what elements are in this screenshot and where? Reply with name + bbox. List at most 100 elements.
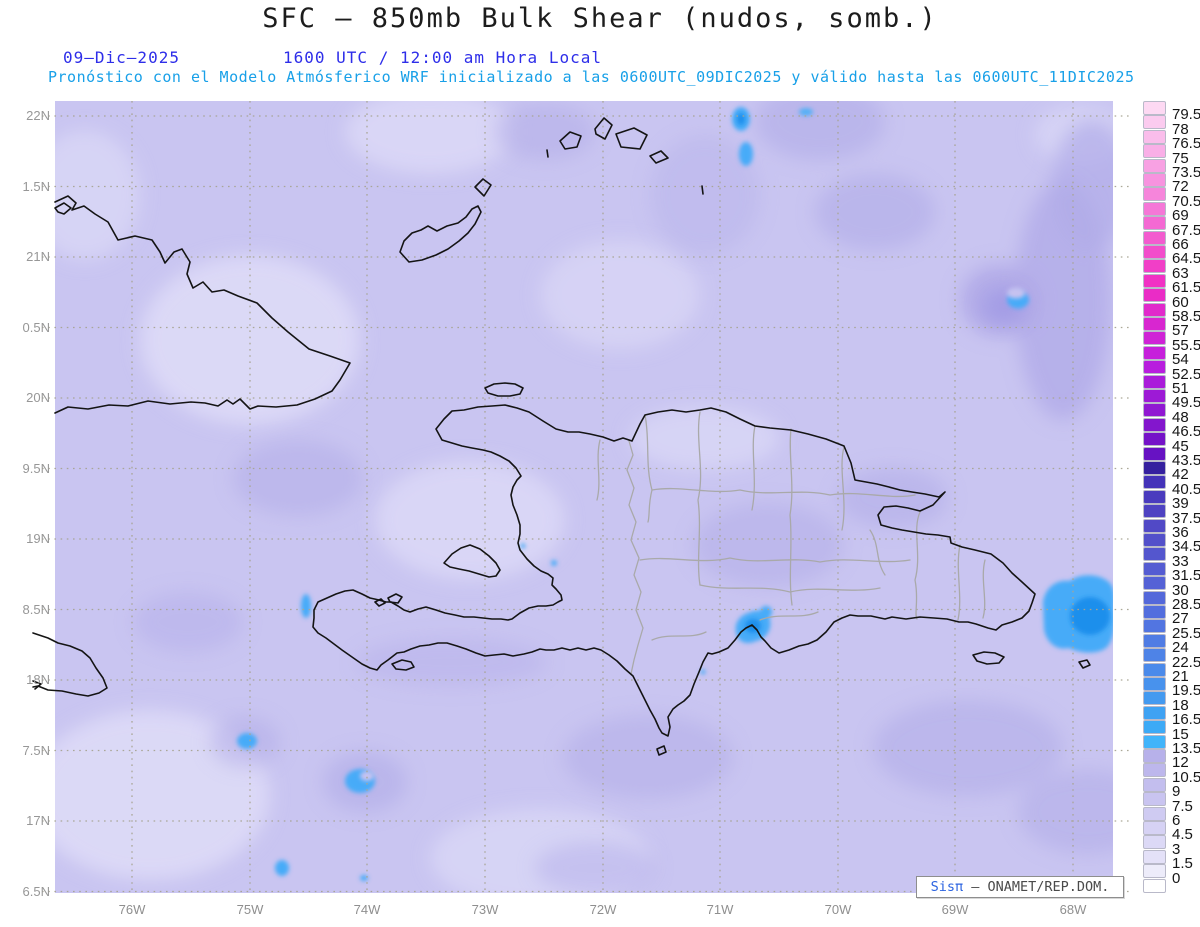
colorbar-cell: [1143, 533, 1166, 547]
colorbar-tick-label: 69: [1172, 207, 1189, 225]
colorbar-cell: [1143, 475, 1166, 490]
x-axis-tick-label: 69W: [941, 902, 969, 917]
sispi-logo: Sisπ: [930, 879, 964, 895]
x-axis-tick-label: 73W: [471, 902, 499, 917]
colorbar-tick-label: 15: [1172, 725, 1189, 743]
colorbar-tick-label: 40.5: [1172, 480, 1200, 498]
colorbar-tick-label: 0: [1172, 869, 1181, 887]
colorbar-tick-label: 66: [1172, 236, 1189, 253]
colorbar-tick-label: 30: [1172, 581, 1189, 599]
y-axis-tick-label: 22N: [26, 108, 50, 123]
colorbar-tick-label: 21: [1172, 668, 1189, 685]
colorbar-cell: [1143, 705, 1166, 720]
colorbar-cell: [1143, 763, 1166, 778]
y-axis-tick-label: 17N: [26, 813, 50, 828]
colorbar-tick-label: 39: [1172, 495, 1189, 513]
colorbar-cell: [1143, 288, 1166, 303]
colorbar-cell: [1143, 129, 1166, 144]
colorbar-tick-label: 76.5: [1172, 135, 1200, 153]
colorbar-tick-label: 45: [1172, 437, 1189, 455]
watermark-box: Sisπ – ONAMET/REP.DOM.: [916, 876, 1124, 898]
y-axis-tick-label: 20N: [26, 390, 50, 405]
x-axis-tick-label: 68W: [1059, 902, 1087, 917]
colorbar-cell: [1143, 273, 1166, 288]
province-borders: [596, 411, 986, 675]
colorbar-tick-label: 48: [1172, 408, 1189, 426]
colorbar-cell: [1143, 101, 1166, 115]
colorbar-tick-label: 13.5: [1172, 740, 1200, 757]
colorbar-tick-label: 78: [1172, 120, 1189, 138]
colorbar-tick-label: 75: [1172, 149, 1189, 167]
colorbar-cell: [1143, 403, 1166, 418]
colorbar-tick-label: 6: [1172, 812, 1181, 829]
colorbar-tick-label: 63: [1172, 264, 1189, 282]
colorbar-cell: [1143, 504, 1166, 519]
coastlines: [32, 117, 1091, 756]
colorbar-cell: [1143, 720, 1166, 735]
watermark-org: – ONAMET/REP.DOM.: [963, 879, 1110, 895]
colorbar-tick-label: 57: [1172, 322, 1189, 340]
colorbar-cell: [1143, 317, 1166, 331]
colorbar-tick-label: 60: [1172, 293, 1189, 311]
y-axis-tick-label: 1.5N: [22, 178, 50, 194]
colorbar-tick-label: 51: [1172, 380, 1189, 397]
forecast-time: 1600 UTC / 12:00 am Hora Local: [283, 48, 602, 67]
colorbar-tick-label: 54: [1172, 351, 1189, 369]
colorbar-cell: [1143, 734, 1166, 749]
x-axis-tick-label: 70W: [824, 902, 852, 917]
colorbar-tick-label: 72: [1172, 178, 1189, 196]
colorbar-cell: [1143, 792, 1166, 807]
colorbar-cell: [1143, 864, 1166, 879]
colorbar-cell: [1143, 144, 1166, 159]
x-axis-tick-label: 74W: [353, 902, 381, 917]
colorbar-tick-label: 28.5: [1172, 596, 1200, 613]
shear-shading-field: [55, 101, 1113, 893]
colorbar-tick-label: 42: [1172, 466, 1189, 484]
x-axis-tick-label: 72W: [589, 902, 617, 917]
colorbar-tick-label: 1.5: [1172, 855, 1193, 873]
x-axis-tick-label: 75W: [236, 902, 264, 917]
colorbar-tick-label: 61.5: [1172, 279, 1200, 297]
colorbar-tick-label: 7.5: [1172, 797, 1193, 815]
colorbar-cell: [1143, 432, 1166, 447]
colorbar-tick-label: 9: [1172, 783, 1181, 801]
colorbar-cell: [1143, 158, 1166, 173]
colorbar-cell: [1143, 619, 1166, 634]
colorbar-tick-label: 73.5: [1172, 164, 1200, 181]
colorbar-tick-label: 64.5: [1172, 250, 1200, 268]
colorbar-cell: [1143, 461, 1166, 475]
colorbar-tick-label: 18: [1172, 696, 1189, 714]
colorbar-tick-label: 34.5: [1172, 538, 1200, 556]
colorbar-tick-label: 43.5: [1172, 452, 1200, 469]
colorbar-cell: [1143, 648, 1166, 663]
colorbar-tick-label: 27: [1172, 610, 1189, 628]
colorbar-cell: [1143, 389, 1166, 403]
colorbar-tick-label: 46.5: [1172, 423, 1200, 441]
colorbar-tick-label: 49.5: [1172, 394, 1200, 412]
colorbar-tick-label: 33: [1172, 552, 1189, 570]
colorbar-cell: [1143, 662, 1166, 677]
y-axis-tick-label: 0.5N: [22, 319, 50, 335]
colorbar-cell: [1143, 216, 1166, 231]
colorbar-tick-label: 25.5: [1172, 624, 1200, 642]
colorbar-cell: [1143, 115, 1166, 130]
colorbar-cell: [1143, 806, 1166, 821]
y-axis-tick-label: 8.5N: [22, 601, 50, 617]
colorbar-cell: [1143, 835, 1166, 850]
colorbar-cell: [1143, 417, 1166, 432]
colorbar-tick-label: 31.5: [1172, 567, 1200, 585]
y-axis-tick-label: 18N: [26, 672, 50, 687]
colorbar-cell: [1143, 878, 1166, 893]
colorbar-cell: [1143, 345, 1166, 360]
colorbar-cell: [1143, 374, 1166, 389]
colorbar-cell: [1143, 259, 1166, 274]
page-title: SFC – 850mb Bulk Shear (nudos, somb.): [262, 3, 938, 34]
y-axis-tick-label: 9.5N: [22, 460, 50, 476]
colorbar-tick-label: 36: [1172, 524, 1189, 541]
colorbar-cell: [1143, 331, 1166, 346]
y-axis-tick-label: 21N: [26, 249, 50, 264]
colorbar-tick-label: 37.5: [1172, 509, 1200, 527]
colorbar-cell: [1143, 849, 1166, 864]
